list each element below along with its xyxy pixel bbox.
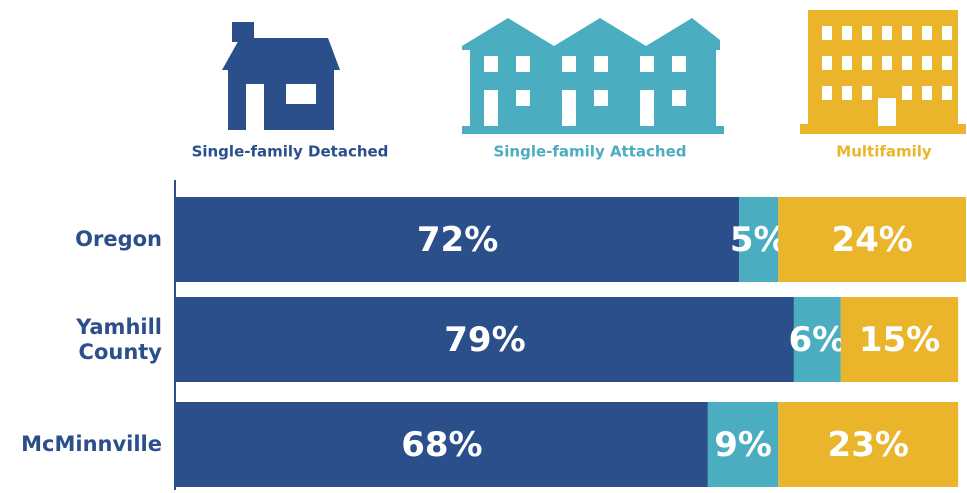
value-label: 23% xyxy=(828,425,909,465)
category-label: Yamhill County xyxy=(76,314,162,364)
value-label: 68% xyxy=(401,425,482,465)
value-label: 24% xyxy=(831,220,912,260)
attached-icon xyxy=(462,18,724,134)
bar-segment xyxy=(793,297,841,382)
bar-segment xyxy=(176,197,740,282)
value-label: 9% xyxy=(714,425,772,465)
value-label: 72% xyxy=(417,220,498,260)
legend-label: Single-family Attached xyxy=(493,143,686,161)
bar-segment xyxy=(739,197,779,282)
bar-segment xyxy=(176,297,794,382)
detached-icon xyxy=(222,22,340,130)
bar-segment xyxy=(176,402,708,487)
bar-segment xyxy=(840,297,959,382)
value-label: 79% xyxy=(444,320,525,360)
bar-segment xyxy=(778,197,966,282)
legend-label: Single-family Detached xyxy=(192,143,389,161)
value-label: 5% xyxy=(730,220,788,260)
category-label: McMinnville xyxy=(21,432,162,456)
bar-segment xyxy=(778,402,959,487)
category-label: Oregon xyxy=(75,227,162,251)
bar-segment xyxy=(707,402,779,487)
value-label: 15% xyxy=(859,320,940,360)
multifamily-icon xyxy=(800,10,966,134)
legend-label: Multifamily xyxy=(836,143,932,161)
value-label: 6% xyxy=(789,320,847,360)
